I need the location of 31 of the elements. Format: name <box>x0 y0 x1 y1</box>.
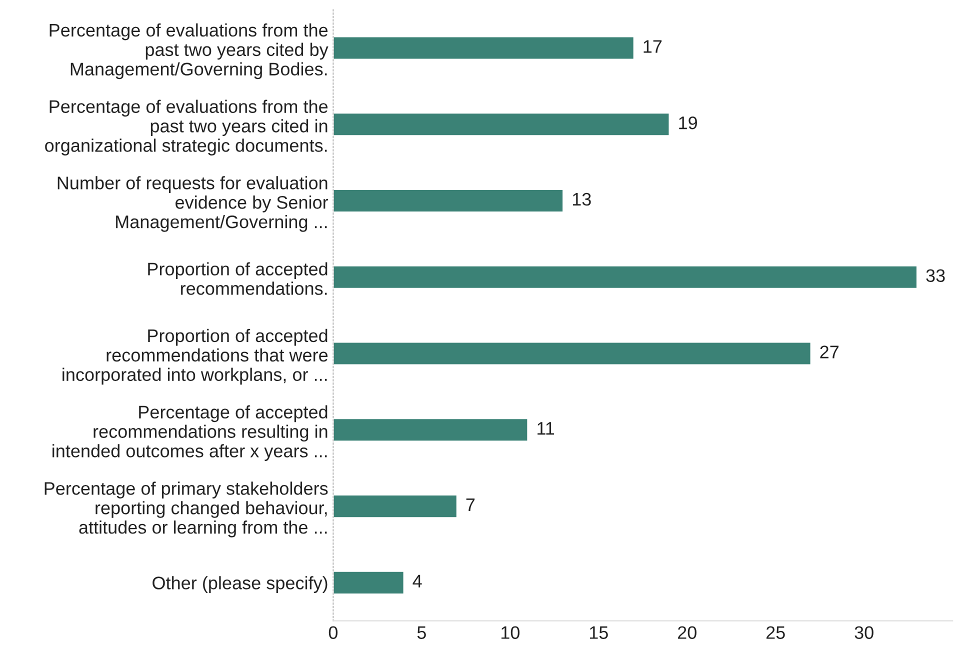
bar <box>333 112 670 137</box>
bar <box>333 418 529 442</box>
data-label: 4 <box>412 574 422 588</box>
x-tick-label: 5 <box>417 626 426 639</box>
bar <box>333 570 405 595</box>
data-label: 11 <box>538 422 554 435</box>
x-tick-label: 25 <box>766 626 785 639</box>
data-label: 33 <box>926 269 945 282</box>
y-tick-label: Percentage of evaluations from the past two years cited by Management/Governing Bodies. <box>50 23 328 80</box>
x-tick-label: 30 <box>854 626 874 639</box>
y-tick-label: Number of requests for evaluation evidence by Senior Management/Governing ... <box>58 176 328 232</box>
y-tick-label: Percentage of accepted recommendations resulting in intended outcomes after x years ... <box>52 405 328 461</box>
y-tick-label: Proportion of accepted recommendations that were incorporated into workplans, or ... <box>62 328 328 385</box>
y-tick-label: Other (please specify) <box>152 576 328 593</box>
x-tick-label: 10 <box>501 626 520 639</box>
bar <box>333 36 635 60</box>
x-tick-label: 20 <box>678 626 696 639</box>
bar <box>333 494 458 518</box>
data-label: 13 <box>572 192 591 206</box>
y-tick-label: Percentage of primary stakeholders reporting changed behaviour, attitudes or learning from the ... <box>44 482 328 538</box>
bar <box>333 341 812 366</box>
bar <box>333 188 564 213</box>
data-label: 19 <box>679 116 697 130</box>
data-label: 7 <box>466 498 475 511</box>
data-label: 17 <box>644 40 662 53</box>
y-tick-label: Proportion of accepted recommendations. <box>148 262 328 295</box>
x-tick-label: 0 <box>328 626 338 639</box>
data-label: 27 <box>820 346 838 358</box>
y-tick-label: Percentage of evaluations from the past two years cited in organizational strategic documents. <box>45 100 328 156</box>
x-tick-label: 15 <box>590 626 608 639</box>
bar <box>333 265 918 290</box>
